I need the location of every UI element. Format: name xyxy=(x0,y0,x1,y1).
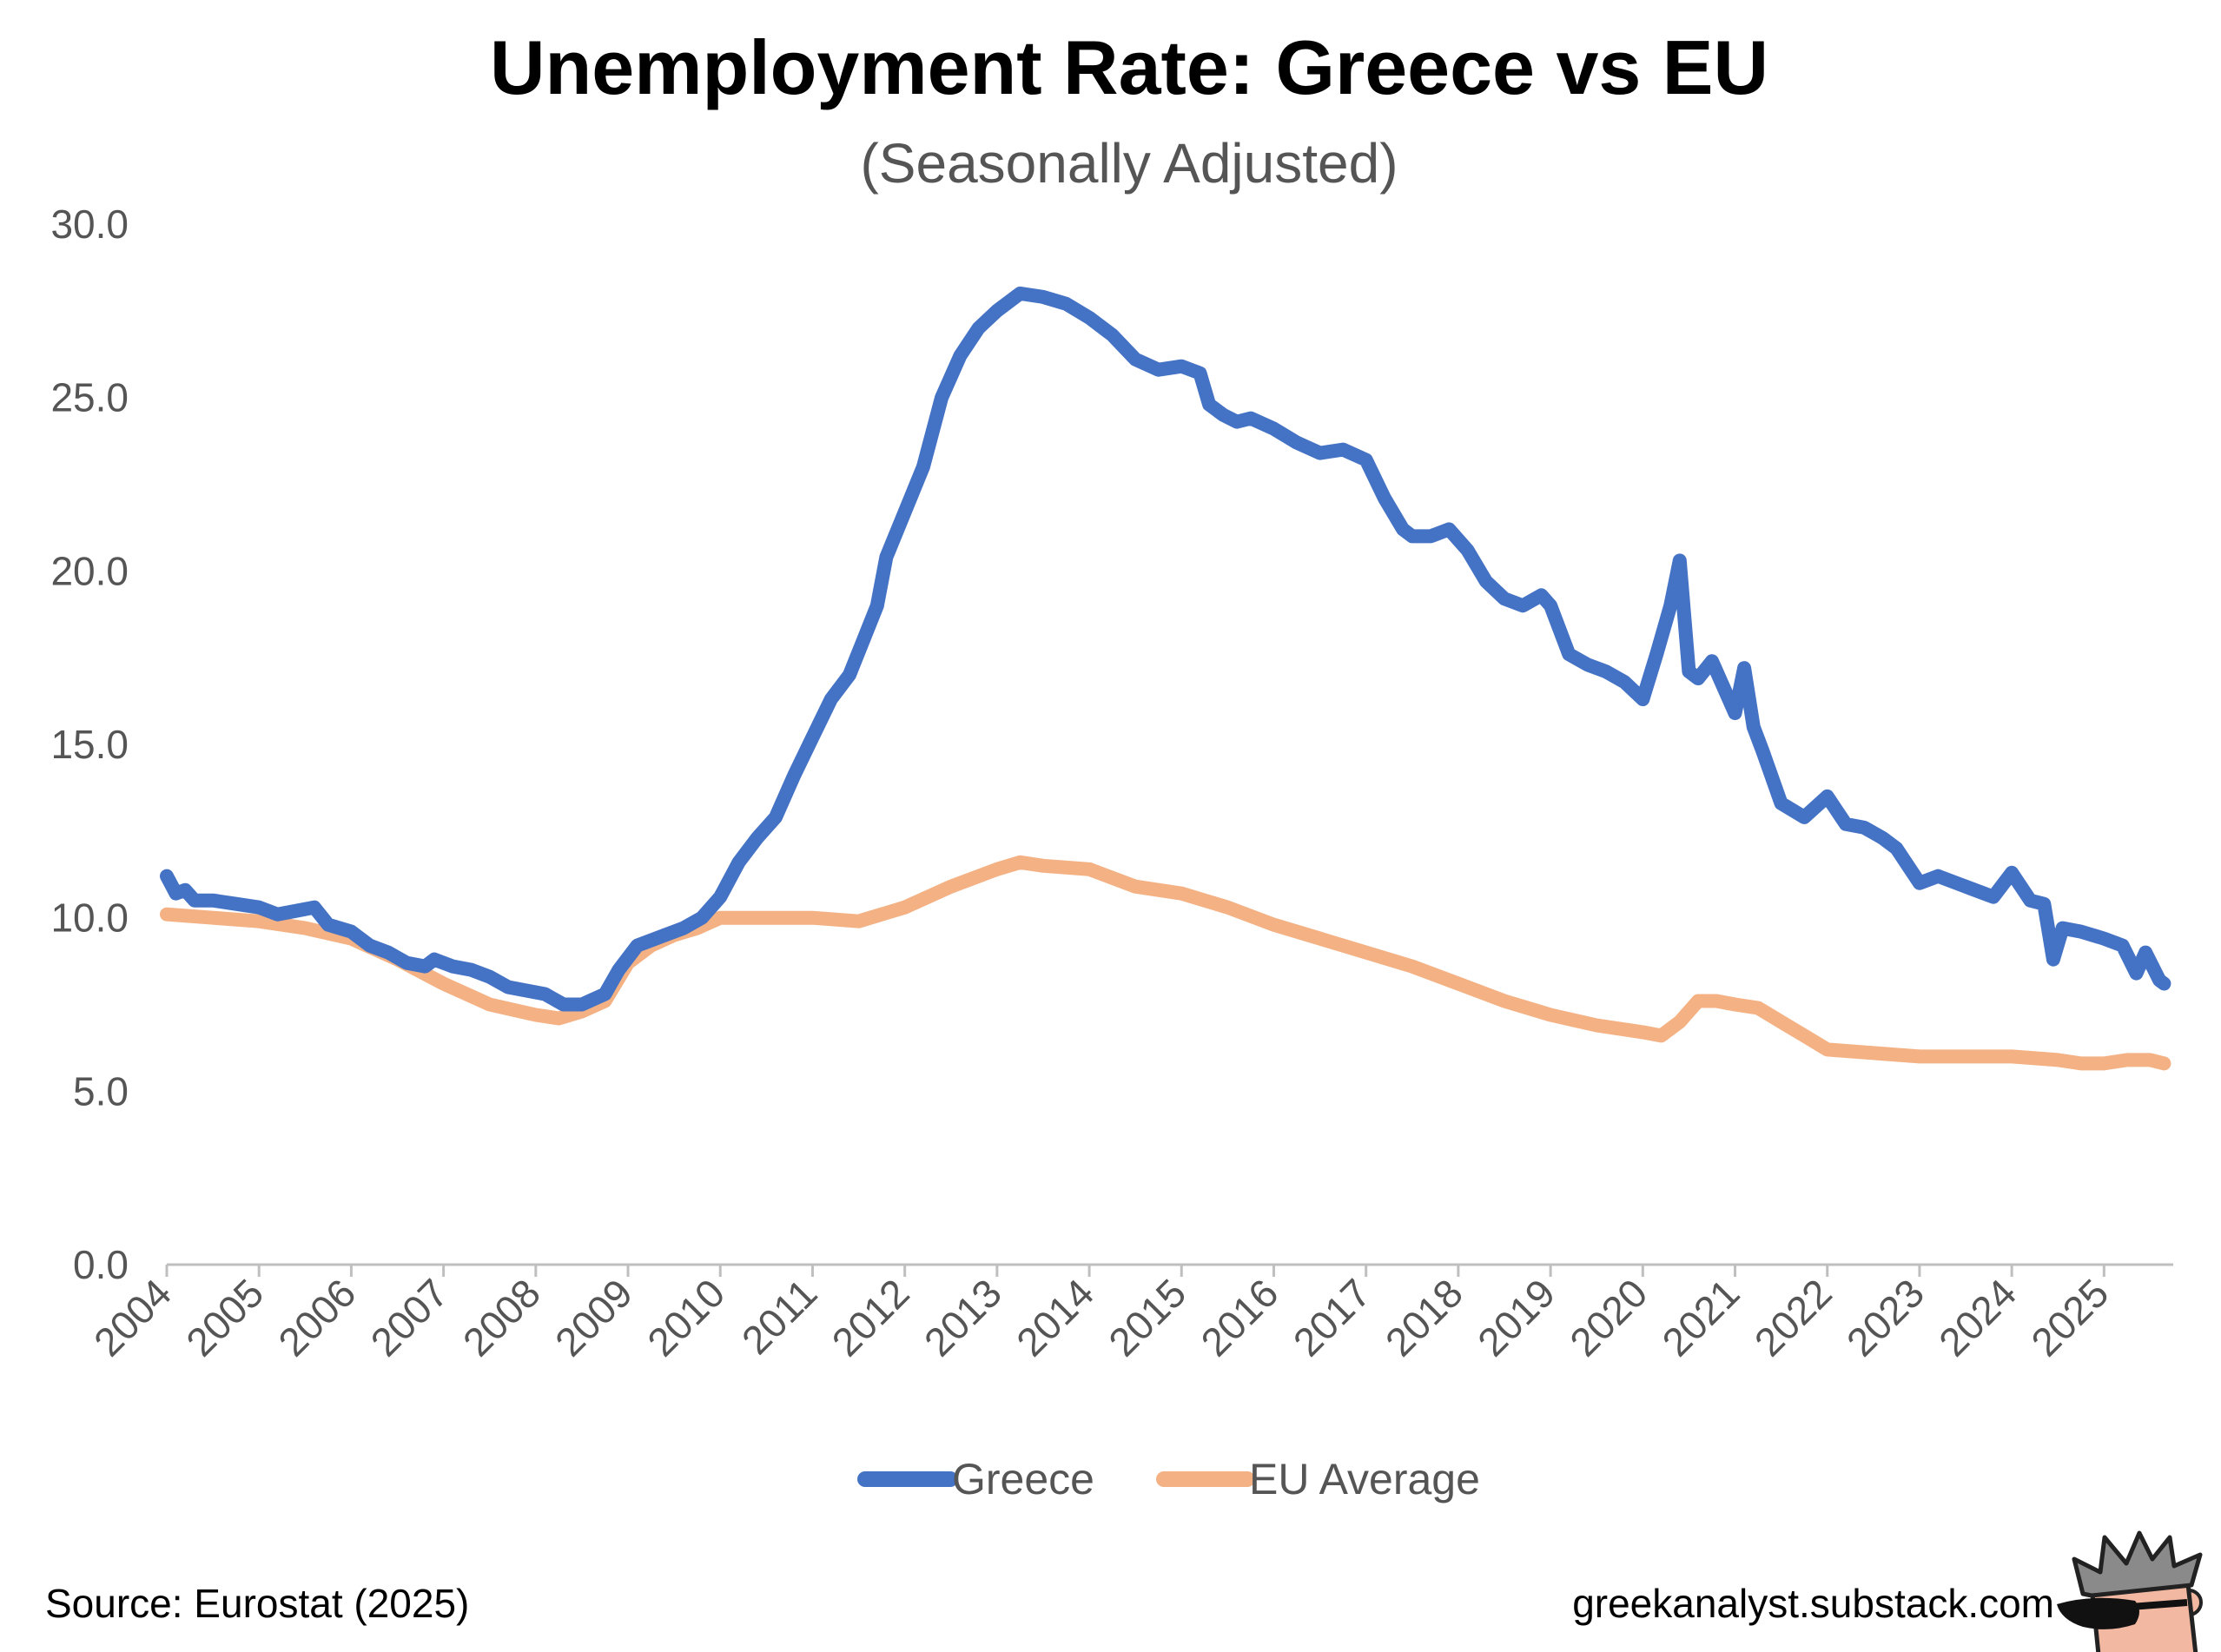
x-tick-label: 2025 xyxy=(2022,1270,2117,1365)
y-tick-label: 25.0 xyxy=(50,375,129,420)
y-tick-label: 20.0 xyxy=(50,548,129,593)
y-tick-label: 30.0 xyxy=(50,202,129,247)
x-tick-label: 2017 xyxy=(1285,1270,1379,1365)
x-tick-label: 2011 xyxy=(733,1270,826,1363)
x-tick-label: 2015 xyxy=(1100,1270,1194,1365)
x-tick-label: 2006 xyxy=(269,1270,364,1365)
series-line-eu-average xyxy=(160,855,2171,1071)
x-tick-label: 2023 xyxy=(1838,1270,1933,1365)
x-tick-label: 2009 xyxy=(546,1270,641,1365)
x-tick-label: 2008 xyxy=(454,1270,549,1365)
x-tick-label: 2019 xyxy=(1469,1270,1563,1365)
x-tick-label: 2020 xyxy=(1561,1270,1656,1365)
y-tick-label: 0.0 xyxy=(73,1242,129,1287)
x-tick-label: 2007 xyxy=(362,1270,457,1365)
mascot-avatar-icon xyxy=(2057,1530,2203,1652)
site-url: greekanalyst.substack.com xyxy=(1572,1581,2054,1626)
x-tick-label: 2010 xyxy=(638,1270,733,1365)
x-tick-label: 2016 xyxy=(1192,1270,1286,1365)
source-note: Source: Eurostat (2025) xyxy=(45,1581,469,1626)
x-tick-label: 2005 xyxy=(177,1270,272,1365)
x-tick-label: 2014 xyxy=(1008,1270,1102,1365)
series-layer xyxy=(160,286,2171,1071)
y-tick-label: 10.0 xyxy=(50,895,129,941)
chart-title: Unemployment Rate: Greece vs EU xyxy=(490,24,1768,110)
x-tick-label: 2013 xyxy=(916,1270,1010,1365)
x-tick-label: 2021 xyxy=(1653,1270,1748,1365)
chart-subtitle: (Seasonally Adjusted) xyxy=(860,132,1398,195)
y-tick-label: 15.0 xyxy=(50,722,129,767)
x-tick-label: 2018 xyxy=(1377,1270,1471,1365)
legend-label-eu: EU Average xyxy=(1249,1455,1480,1503)
legend-label-greece: Greece xyxy=(952,1455,1094,1503)
y-axis-ticks: 0.0 5.0 10.0 15.0 20.0 25.0 30.0 xyxy=(50,202,129,1287)
series-line-greece xyxy=(160,286,2171,1012)
y-tick-label: 5.0 xyxy=(73,1068,129,1113)
x-tick-label: 2024 xyxy=(1930,1270,2025,1365)
x-tick-label: 2022 xyxy=(1746,1270,1841,1365)
legend: Greece EU Average xyxy=(857,1455,1480,1503)
x-tick-label: 2012 xyxy=(823,1270,918,1365)
